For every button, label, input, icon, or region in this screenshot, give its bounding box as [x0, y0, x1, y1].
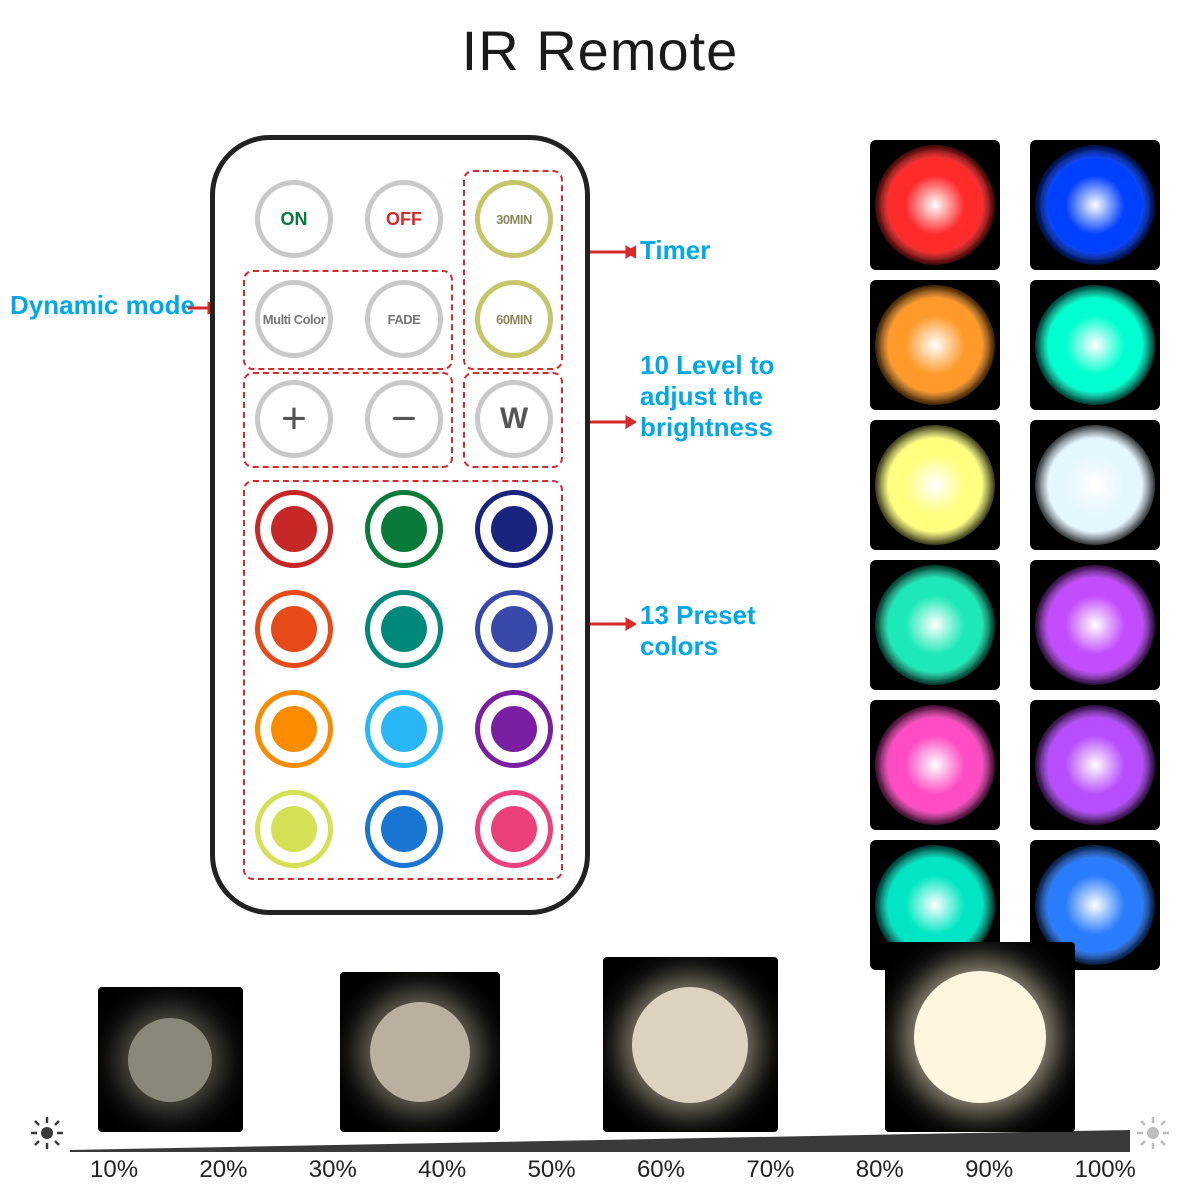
timer-30-button[interactable]: 30MIN: [475, 180, 553, 258]
color-swatch: [1030, 140, 1160, 270]
remote-body: ON OFF 30MIN Multi Color FADE 60MIN + − …: [210, 135, 590, 915]
label-preset-colors: 13 Preset colors: [640, 600, 756, 662]
preset-color-button[interactable]: [365, 490, 443, 568]
color-swatch: [1030, 420, 1160, 550]
brightness-tick: 100%: [1075, 1156, 1136, 1184]
multi-color-button[interactable]: Multi Color: [255, 280, 333, 358]
brightness-tick: 20%: [199, 1156, 247, 1184]
brightness-tick: 70%: [746, 1156, 794, 1184]
page-title: IR Remote: [0, 18, 1200, 83]
brightness-up-button[interactable]: +: [255, 380, 333, 458]
preset-color-button[interactable]: [255, 490, 333, 568]
brightness-tick: 60%: [637, 1156, 685, 1184]
brightness-ticks: 10% 20% 30% 40% 50% 60% 70% 80% 90% 100%: [90, 1156, 1136, 1184]
color-swatch: [870, 420, 1000, 550]
color-swatch: [1030, 560, 1160, 690]
color-swatch: [870, 700, 1000, 830]
preset-color-button[interactable]: [475, 690, 553, 768]
color-swatch: [1030, 280, 1160, 410]
preset-color-button[interactable]: [365, 790, 443, 868]
brightness-tick: 90%: [965, 1156, 1013, 1184]
label-dynamic-mode: Dynamic mode: [10, 290, 195, 321]
color-swatch-grid: [870, 140, 1170, 970]
brightness-tick: 80%: [856, 1156, 904, 1184]
brightness-sample-row: [0, 940, 1200, 1140]
preset-color-button[interactable]: [255, 690, 333, 768]
brightness-sample: [98, 987, 243, 1132]
brightness-sample: [885, 942, 1075, 1132]
brightness-tick: 50%: [528, 1156, 576, 1184]
white-button[interactable]: W: [475, 380, 553, 458]
brightness-tick: 30%: [309, 1156, 357, 1184]
brightness-tick: 10%: [90, 1156, 138, 1184]
preset-color-button[interactable]: [475, 790, 553, 868]
label-brightness: 10 Level to adjust the brightness: [640, 350, 774, 444]
preset-color-button[interactable]: [475, 590, 553, 668]
color-swatch: [870, 560, 1000, 690]
fade-button[interactable]: FADE: [365, 280, 443, 358]
preset-color-button[interactable]: [365, 590, 443, 668]
preset-color-button[interactable]: [255, 590, 333, 668]
color-swatch: [870, 280, 1000, 410]
preset-color-button[interactable]: [255, 790, 333, 868]
off-button[interactable]: OFF: [365, 180, 443, 258]
timer-60-button[interactable]: 60MIN: [475, 280, 553, 358]
on-button[interactable]: ON: [255, 180, 333, 258]
preset-color-button[interactable]: [475, 490, 553, 568]
brightness-sample: [340, 972, 500, 1132]
color-swatch: [870, 140, 1000, 270]
brightness-tick: 40%: [418, 1156, 466, 1184]
brightness-sample: [603, 957, 778, 1132]
color-swatch: [1030, 700, 1160, 830]
preset-color-button[interactable]: [365, 690, 443, 768]
brightness-down-button[interactable]: −: [365, 380, 443, 458]
label-timer: Timer: [640, 235, 710, 266]
